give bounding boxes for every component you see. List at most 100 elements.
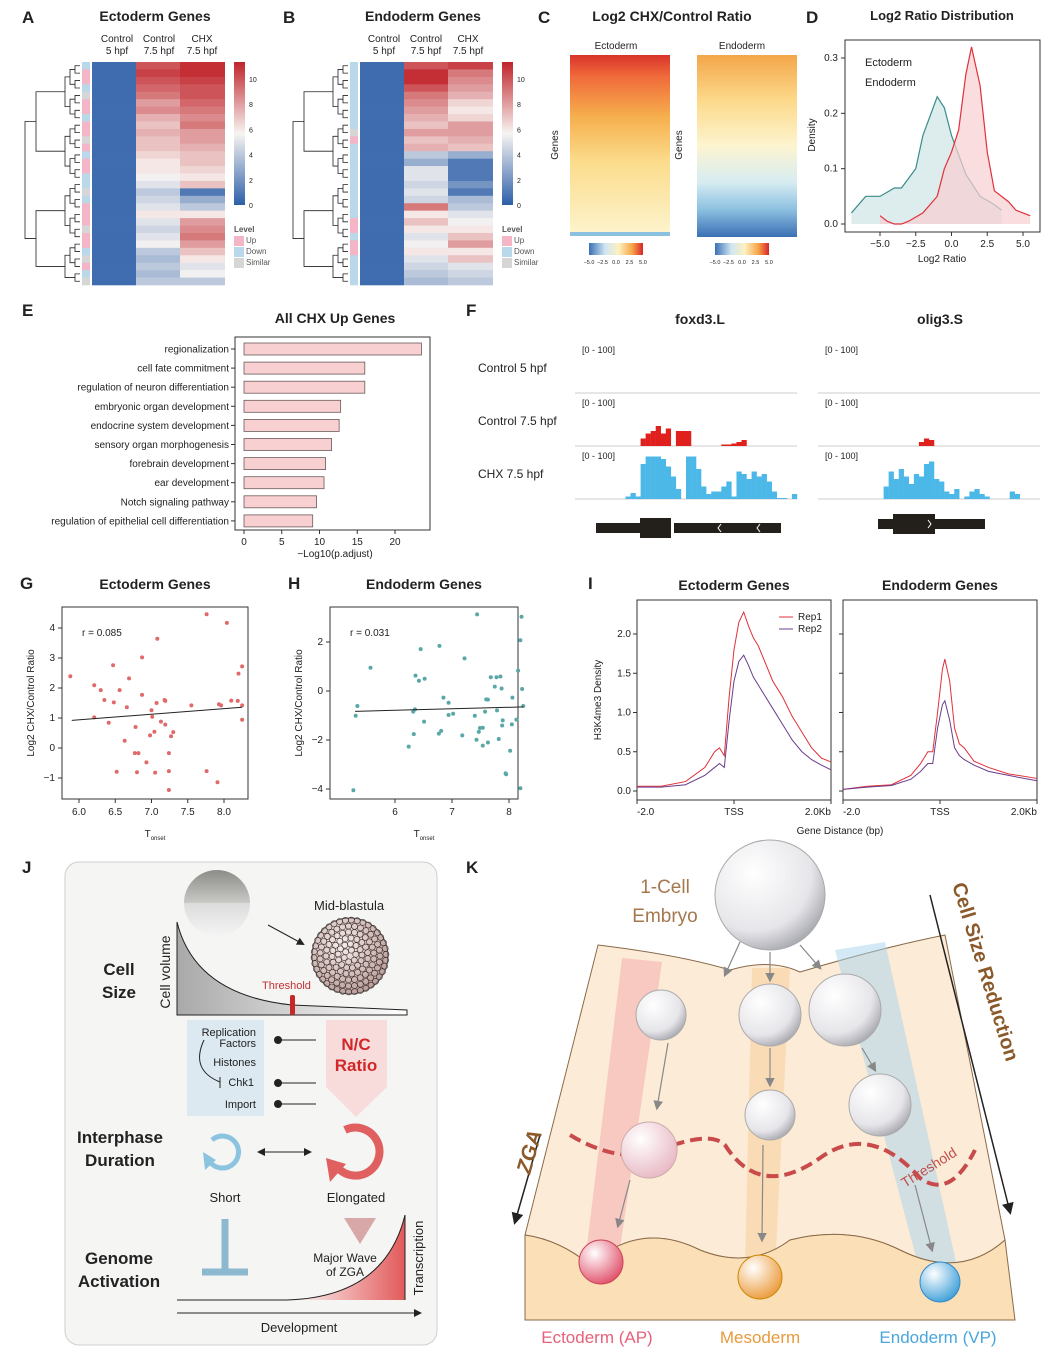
data-point [117,688,122,693]
x-tick-label: 5 [279,537,285,548]
threshold-label: Threshold [262,980,311,992]
coverage-bar [781,498,788,499]
category-label: regionalization [165,345,230,356]
col-header: 7.5 hpf [187,46,218,57]
coverage-bar [665,466,672,499]
level-cell [82,180,90,189]
correlation-label: r = 0.085 [82,628,122,639]
heatmap-cell [136,225,180,234]
legend-swatch-down [502,247,512,257]
data-point [480,725,485,730]
heatmap-cell [136,121,180,130]
data-point [98,688,103,693]
ectoderm-label: Ectoderm (AP) [541,1328,652,1347]
coverage-bar [736,442,742,446]
blastomere [362,960,370,968]
data-point [132,751,137,756]
panel-k-landscape: Threshold 1-Cell Embryo ZGA Cell Size Re… [511,839,1023,1347]
heatmap-cell [448,166,493,174]
heatmap-cell [136,84,180,93]
data-point [498,674,503,679]
panel-c-sub-ectoderm: Ectoderm [595,41,638,52]
coverage-bar [761,474,767,499]
data-point [368,665,373,670]
x-tick-label: -2.0 [637,807,655,818]
heatmap-cell [404,188,448,197]
gene-intron-gap [671,523,674,533]
zga-arrow [511,1134,541,1225]
level-cell [82,76,90,85]
coverage-bar [929,461,935,499]
heatmap-cell [360,158,404,167]
coverage-bar [741,440,747,446]
level-cell [82,247,90,256]
col-header: CHX [191,34,212,45]
col-header: Control [101,34,133,45]
short-cycle-icon [203,1152,216,1170]
x-tick-label: 7.0 [145,807,159,818]
blastomere [323,933,331,940]
blastomere [367,981,375,989]
coverage-bar [650,431,656,446]
heatmap-cell [92,151,136,159]
dendrogram-branch [342,95,348,104]
blastomere [325,964,333,971]
legend-similar: Similar [246,258,271,267]
level-cell [82,62,90,70]
heatmap-cell [180,84,225,93]
endoderm-ratio-heatmap [697,55,797,237]
data-point [136,751,141,756]
colorbar-tick: −2.5 [723,260,734,266]
dendrogram-branch [342,139,348,148]
level-cell [82,277,90,286]
data-point [510,695,515,700]
blastomere [366,938,373,946]
panel-label-b: B [283,8,295,27]
x-tick-label: 6.0 [72,807,86,818]
heatmap-cell [404,62,448,70]
colorbar [589,243,643,255]
data-point [215,780,220,785]
scatter-title: Endoderm Genes [366,576,482,592]
coverage-bar [680,431,687,446]
heatmap-cell [92,255,136,263]
colorbar-tick: 2 [517,178,521,185]
heatmap-cell [404,91,448,100]
colorbar-tick: −5.0 [710,260,721,266]
data-point [240,717,245,722]
col-header: 5 hpf [373,46,395,57]
blastomere [345,922,352,930]
coverage-bar [944,491,950,499]
elongated-label: Elongated [327,1190,386,1205]
data-point [500,718,505,723]
heatmap-cell [136,247,180,256]
dendrogram-branch [342,258,348,267]
data-point [418,647,423,652]
col-header: 5 hpf [106,46,128,57]
track-range-label: [0 - 100] [582,451,615,461]
dendrogram-branch [342,80,348,89]
factor-label: Replication [202,1027,256,1039]
level-cell [82,240,90,249]
heatmap-cell [136,158,180,167]
blastomere [337,967,344,975]
dendrogram-branch [342,243,348,252]
y-tick-label: 0 [49,743,55,754]
coverage-bar [731,443,737,446]
y-tick-label: 4 [49,623,55,634]
coverage-bar [660,433,667,446]
heatmap-cell [136,232,180,241]
blastomere [323,946,331,954]
heatmap-cell [92,225,136,234]
x-tick-label: 2.0Kb [1011,807,1038,818]
panel-label-e: E [22,301,33,320]
cell-size-reduction-arrow [929,894,1014,1215]
blastomere [377,934,385,941]
level-cell [82,136,90,145]
scatter-title: Ectoderm Genes [99,576,210,592]
data-point [204,612,209,617]
dendrogram-branch [337,217,343,234]
heatmap-cell [136,195,180,204]
data-point [153,770,158,775]
data-point [460,733,465,738]
